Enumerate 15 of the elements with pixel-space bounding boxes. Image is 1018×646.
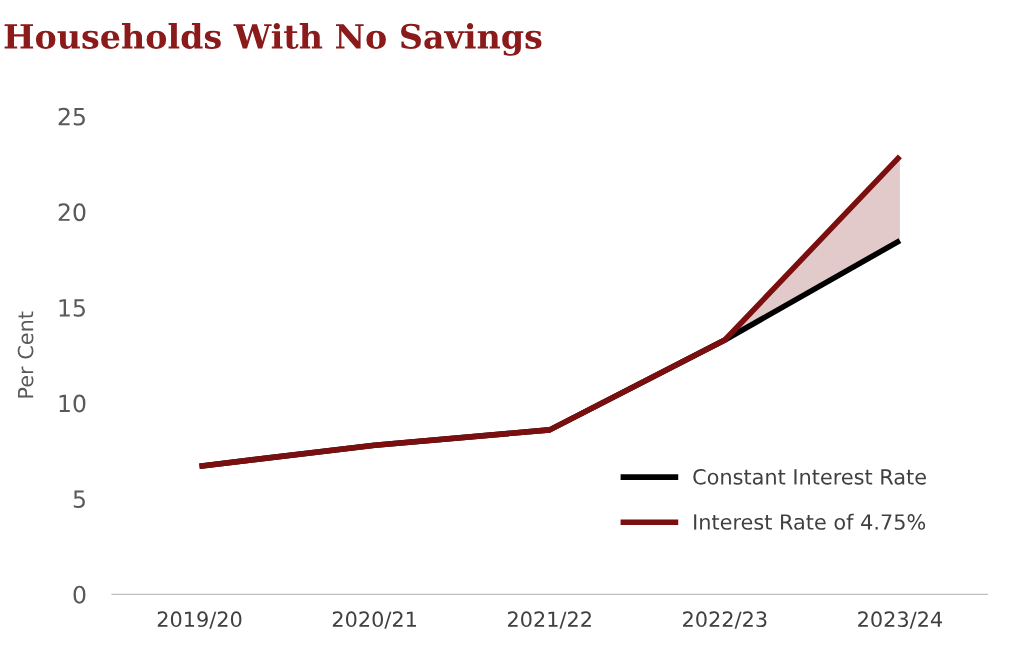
x-tick-label: 2020/21 (332, 611, 416, 629)
y-tick-label: 15 (59, 299, 85, 317)
x-tick-label: 2023/24 (858, 611, 943, 629)
x-tick-label: 2022/23 (683, 611, 767, 629)
legend-label: Constant Interest Rate (693, 468, 926, 485)
y-tick-label: 10 (59, 394, 86, 413)
chart-title: Households With No Savings (4, 23, 542, 56)
y-tick-label: 20 (58, 203, 86, 222)
y-tick-label: 5 (73, 490, 85, 509)
y-axis-title: Per Cent (17, 311, 34, 398)
y-tick-label: 0 (73, 585, 86, 604)
x-tick-label: 2019/20 (157, 611, 242, 629)
legend-label: Interest Rate of 4.75% (694, 513, 926, 530)
x-tick-label: 2021/22 (507, 611, 591, 629)
y-tick-label: 25 (58, 107, 85, 126)
